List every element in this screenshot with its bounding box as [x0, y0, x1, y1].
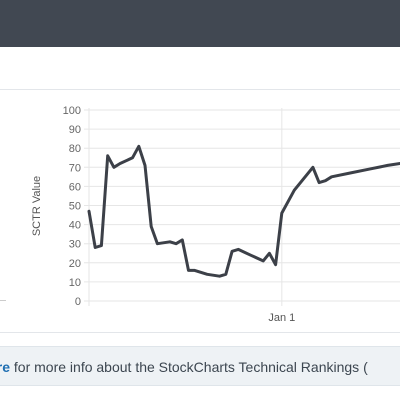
y-tick-label: 40 — [69, 220, 81, 232]
info-footer: ere for more info about the StockCharts … — [0, 346, 400, 386]
footer-info-text: ere for more info about the StockCharts … — [0, 358, 368, 376]
adjacent-chart-edge — [0, 300, 6, 301]
y-tick-label: 50 — [69, 201, 81, 213]
x-tick-label: Jan 1 — [268, 312, 295, 324]
y-tick-label: 0 — [75, 296, 81, 308]
y-axis-label: SCTR Value — [31, 175, 43, 237]
y-tick-label: 30 — [69, 239, 81, 251]
y-tick-label: 60 — [69, 181, 81, 193]
here-link[interactable]: ere — [0, 359, 11, 375]
y-tick-label: 20 — [69, 258, 81, 270]
chart-panel — [0, 89, 400, 333]
y-tick-label: 90 — [69, 124, 81, 136]
app-header-bar — [0, 0, 400, 47]
y-tick-label: 80 — [69, 143, 81, 155]
y-tick-label: 70 — [69, 162, 81, 174]
footer-message: for more info about the StockCharts Tech… — [10, 359, 368, 375]
series-line — [87, 144, 400, 278]
y-tick-label: 10 — [69, 277, 81, 289]
y-tick-label: 100 — [63, 105, 81, 117]
sctr-line-chart: 0 10 20 30 40 50 60 70 80 90 100 Jan 1 — [63, 105, 400, 324]
